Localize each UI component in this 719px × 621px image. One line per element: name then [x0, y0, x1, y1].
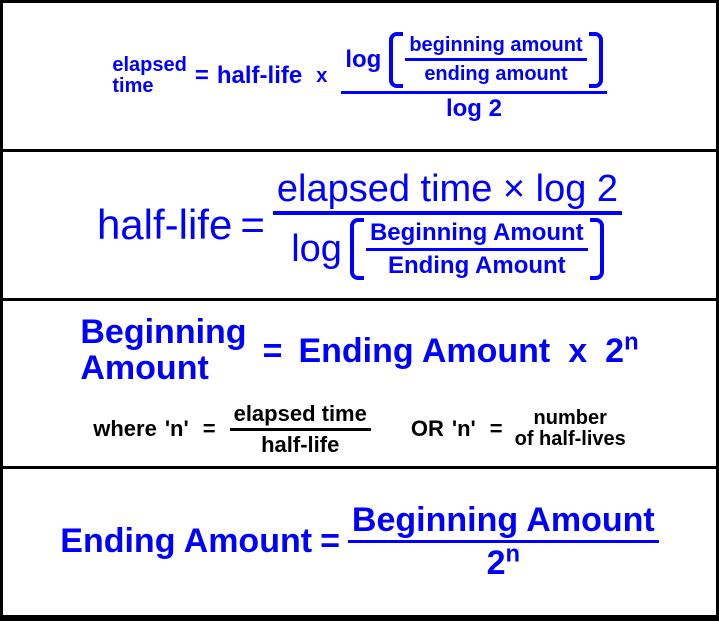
exp-n: n	[624, 328, 639, 355]
inner-den: Ending Amount	[384, 251, 570, 278]
inner-num: beginning amount	[405, 35, 586, 58]
or-rhs: number of half-lives	[515, 408, 626, 450]
lhs-ending-amount: Ending Amount	[60, 522, 312, 561]
formula-beginning-amount: Beginning Amount = Ending Amount x 2n wh…	[3, 301, 716, 468]
paren-group: beginning amount ending amount	[389, 32, 602, 88]
formula-elapsed-time: elapsed time = half-life x log beginning…	[3, 3, 716, 152]
base-2: 2	[487, 544, 506, 582]
or-eq: =	[490, 416, 501, 442]
lhs-half-life: half-life	[97, 201, 232, 249]
numerator: elapsed time × log 2	[273, 170, 622, 211]
equals: =	[240, 201, 265, 249]
log-text: log	[345, 48, 381, 72]
where-n: 'n'	[165, 416, 189, 442]
lhs-beginning-amount: Beginning Amount	[80, 315, 246, 386]
den-log2: log 2	[442, 94, 506, 121]
or-clause: OR 'n' = number of half-lives	[411, 408, 626, 450]
den-log: log	[291, 230, 342, 268]
formula-half-life: half-life = elapsed time × log 2 log Beg…	[3, 152, 716, 301]
lhs-bot: Amount	[80, 351, 208, 387]
where-text: where	[93, 416, 157, 442]
or-n: 'n'	[452, 416, 476, 442]
formula-ending-amount: Ending Amount = Beginning Amount 2n	[3, 469, 716, 618]
or-text: OR	[411, 416, 444, 442]
where-clause: where 'n' = elapsed time half-life	[93, 403, 371, 456]
where-den: half-life	[257, 431, 343, 456]
numerator: Beginning Amount	[348, 503, 659, 540]
rhs-fraction: log beginning amount ending amount log 2	[341, 32, 606, 121]
exp-n: n	[506, 541, 521, 568]
or-rhs-top: number	[534, 408, 607, 429]
paren-group: Beginning Amount Ending Amount	[350, 218, 604, 280]
equals: =	[320, 522, 340, 561]
where-eq: =	[203, 416, 216, 442]
or-rhs-bot: of half-lives	[515, 429, 626, 450]
times-sign: x	[568, 332, 587, 371]
half-life-text: half-life	[217, 62, 302, 90]
inner-num: Beginning Amount	[366, 221, 588, 248]
where-fraction: elapsed time half-life	[230, 403, 371, 456]
inner-den: ending amount	[420, 61, 571, 84]
power-term: 2n	[605, 332, 638, 371]
lhs-bot: time	[112, 76, 153, 97]
rhs-fraction: Beginning Amount 2n	[348, 503, 659, 580]
lhs-top: elapsed	[112, 55, 186, 76]
times-sign: x	[316, 65, 327, 88]
lhs-top: Beginning	[80, 315, 246, 351]
denominator: 2n	[483, 543, 524, 580]
where-num: elapsed time	[230, 403, 371, 428]
rhs-fraction: elapsed time × log 2 log Beginning Amoun…	[273, 170, 622, 280]
equals: =	[263, 332, 283, 371]
lhs-elapsed-time: elapsed time	[112, 55, 186, 97]
base-2: 2	[605, 332, 624, 370]
ending-amount-text: Ending Amount	[298, 332, 550, 371]
equals: =	[195, 62, 209, 90]
